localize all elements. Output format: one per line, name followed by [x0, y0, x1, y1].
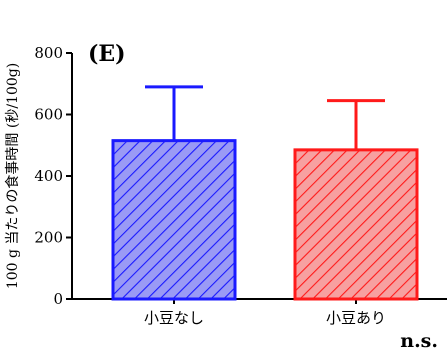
y-tick-label: 400 — [34, 167, 63, 185]
y-tick-label: 200 — [34, 229, 63, 247]
x-tick-label: 小豆あり — [326, 309, 386, 327]
y-tick-label: 600 — [34, 106, 63, 124]
panel-label: (E) — [88, 41, 126, 67]
significance-label: n.s. — [400, 330, 438, 349]
labels: 0 200 400 600 800 100 g 当たりの食事時間 (秒/100g) (E) 小… — [4, 41, 438, 352]
y-axis-title: 100 g 当たりの食事時間 (秒/100g) — [4, 63, 21, 289]
bars — [111, 85, 419, 301]
bar-1 — [111, 139, 237, 301]
y-tick-label: 800 — [34, 44, 63, 62]
x-tick-label: 小豆なし — [144, 309, 204, 327]
bar-2 — [293, 148, 419, 301]
y-tick-label: 0 — [53, 290, 63, 308]
